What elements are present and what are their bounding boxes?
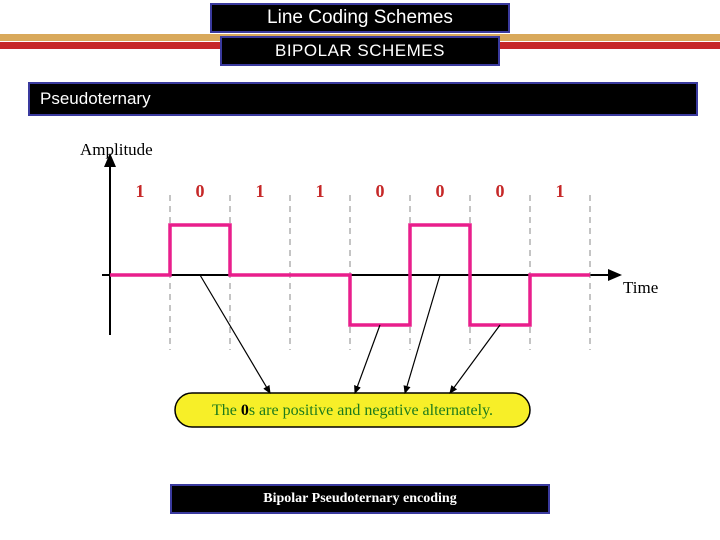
- subtitle-box: BIPOLAR SCHEMES: [220, 36, 500, 66]
- callout-arrow: [200, 275, 270, 393]
- bit-label: 0: [196, 181, 205, 201]
- callout-arrow: [355, 325, 380, 393]
- callout-arrow: [450, 325, 500, 393]
- subtitle-text: BIPOLAR SCHEMES: [275, 41, 445, 61]
- title-box: Line Coding Schemes: [210, 3, 510, 33]
- bit-label: 1: [256, 181, 265, 201]
- bit-label: 1: [136, 181, 145, 201]
- bit-label: 1: [316, 181, 325, 201]
- y-axis-label: Amplitude: [80, 140, 153, 159]
- caption-text: Bipolar Pseudoternary encoding: [263, 491, 456, 507]
- signal-diagram: Amplitude Time 1 0 1 1 0 0 0 1 The 0s are positive…: [45, 140, 675, 460]
- bit-label: 0: [376, 181, 385, 201]
- bit-label: 0: [436, 181, 445, 201]
- section-box: Pseudoternary: [28, 82, 698, 116]
- caption-box: Bipolar Pseudoternary encoding: [170, 484, 550, 514]
- bit-label: 1: [556, 181, 565, 201]
- bit-label: 0: [496, 181, 505, 201]
- callout-text: The 0s are positive and negative alterna…: [212, 402, 493, 419]
- section-text: Pseudoternary: [40, 89, 151, 109]
- title-text: Line Coding Schemes: [267, 7, 453, 29]
- x-axis-label: Time: [623, 278, 658, 297]
